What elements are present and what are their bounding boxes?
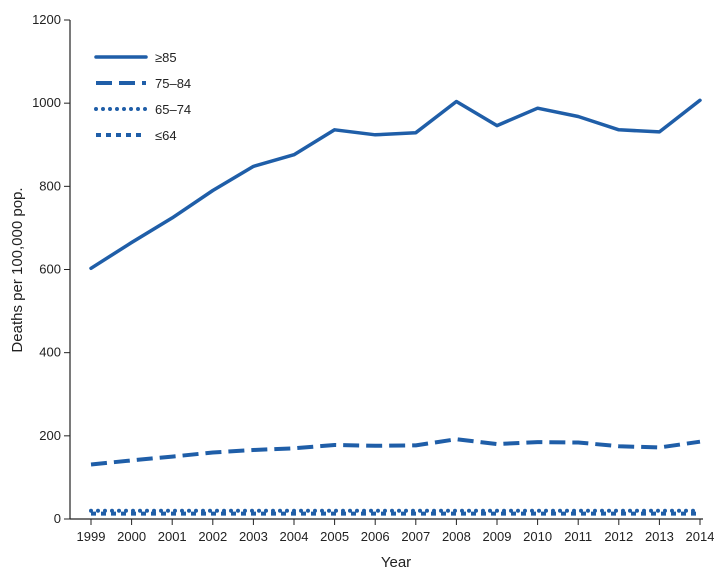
x-tick-label: 1999 bbox=[77, 529, 106, 544]
x-tick-label: 2007 bbox=[401, 529, 430, 544]
y-tick-label: 1200 bbox=[32, 12, 61, 27]
y-tick-label: 1000 bbox=[32, 95, 61, 110]
x-tick-label: 2014 bbox=[686, 529, 714, 544]
series-lines bbox=[89, 98, 702, 516]
legend-label-1: ≥85 bbox=[155, 50, 177, 65]
y-tick-label: 200 bbox=[39, 428, 61, 443]
legend-label-4: ≤64 bbox=[155, 128, 177, 143]
x-tick-label: 2011 bbox=[564, 529, 592, 544]
x-tick-label: 2009 bbox=[483, 529, 512, 544]
x-tick-label: 2013 bbox=[645, 529, 674, 544]
y-tick-label: 0 bbox=[54, 511, 61, 526]
x-tick-label: 2010 bbox=[523, 529, 552, 544]
x-tick-label: 2003 bbox=[239, 529, 268, 544]
y-tick-label: 800 bbox=[39, 178, 61, 193]
legend-label-3: 65–74 bbox=[155, 102, 191, 117]
x-tick-label: 2005 bbox=[320, 529, 349, 544]
y-tick-label: 600 bbox=[39, 262, 61, 277]
legend-label-2: 75–84 bbox=[155, 76, 191, 91]
y-tick-label: 400 bbox=[39, 345, 61, 360]
x-tick-label: 2001 bbox=[158, 529, 187, 544]
x-tick-label: 2012 bbox=[604, 529, 633, 544]
x-axis-title: Year bbox=[381, 554, 411, 571]
series-line-2 bbox=[90, 437, 701, 467]
legend: ≥85 75–84 65–74 ≤64 bbox=[94, 50, 191, 143]
series-line-1 bbox=[89, 98, 702, 271]
x-tick-label: 2006 bbox=[361, 529, 390, 544]
x-tick-label: 2008 bbox=[442, 529, 471, 544]
x-tick-label: 2004 bbox=[280, 529, 309, 544]
x-tick-label: 2002 bbox=[198, 529, 227, 544]
y-axis-title: Deaths per 100,000 pop. bbox=[9, 187, 26, 352]
axes: 0 200 400 600 800 1000 1200 1999 2000 2001 2002 200… bbox=[32, 12, 714, 544]
x-tick-label: 2000 bbox=[117, 529, 146, 544]
